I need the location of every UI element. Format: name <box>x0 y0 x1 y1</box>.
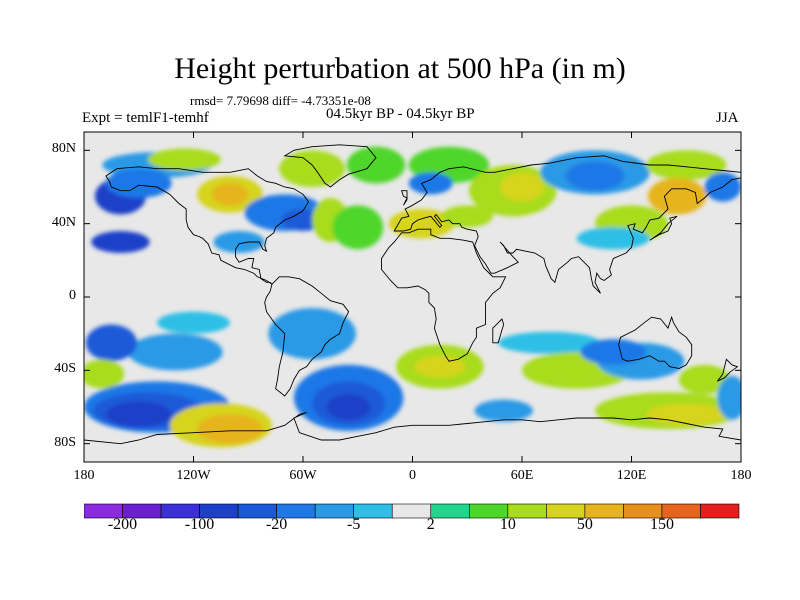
colorbar-label: 150 <box>649 516 674 533</box>
lat-tick-label: 80S <box>54 434 76 450</box>
contour-region <box>678 364 731 395</box>
coastline <box>393 155 741 294</box>
lon-tick-label: 180 <box>730 468 752 483</box>
lat-tick-label: 40N <box>51 214 76 230</box>
contour-region <box>91 231 150 253</box>
lon-tick-label: 60W <box>289 468 317 483</box>
lat-tick-label: 0 <box>69 288 76 303</box>
contour-region <box>647 177 707 215</box>
contour-region <box>85 324 137 362</box>
contour-region <box>157 311 230 334</box>
coastline <box>84 412 741 445</box>
coastline <box>105 166 310 285</box>
contour-region <box>449 267 595 290</box>
contour-region <box>576 227 650 250</box>
coastline <box>264 276 350 397</box>
colorbar-label: -200 <box>107 516 138 533</box>
contour-region <box>127 333 223 371</box>
contour-region <box>197 414 263 444</box>
contour-region <box>268 308 356 360</box>
contour-region <box>211 183 249 206</box>
colorbar-label: 50 <box>576 516 593 533</box>
season-label: JJA <box>716 110 739 126</box>
axis-ticks <box>83 132 742 462</box>
lat-tick-label: 40S <box>54 361 76 377</box>
contour-region <box>346 146 406 184</box>
contour-region <box>474 399 533 422</box>
coastline <box>400 190 408 206</box>
colorbar <box>84 503 740 519</box>
coastline <box>283 144 377 188</box>
lon-tick-label: 60E <box>510 468 534 483</box>
contour-region <box>441 205 493 228</box>
coastline <box>649 215 678 241</box>
contour-region <box>105 401 172 428</box>
map-title: Height perturbation at 500 hPa (in m) <box>174 52 626 85</box>
coastline-layer <box>84 144 741 445</box>
contour-region <box>147 148 221 171</box>
contour-region <box>105 168 172 198</box>
colorbar-label: 10 <box>499 516 516 533</box>
lon-tick-label: 0 <box>409 468 416 483</box>
contour-region <box>408 172 453 195</box>
contour-region <box>580 339 647 365</box>
lat-tick-label: 80N <box>51 141 76 157</box>
contour-region <box>717 375 741 420</box>
contour-region <box>414 355 466 378</box>
contour-region <box>500 172 544 202</box>
contour-region <box>213 231 265 253</box>
experiment-label: Expt = temlF1-temhf <box>82 110 209 126</box>
colorbar-label: 2 <box>426 516 435 533</box>
contour-region <box>498 331 601 354</box>
period-label: 04.5kyr BP - 04.5kyr BP <box>326 106 475 122</box>
contour-region <box>332 205 384 250</box>
colorbar-label: -20 <box>265 516 288 533</box>
rmsd-stats: rmsd= 7.79698 diff= -4.73351e-08 <box>190 93 371 108</box>
coastline <box>381 228 507 362</box>
coastline <box>492 318 505 344</box>
contour-region <box>84 359 125 389</box>
contour-region <box>565 161 625 191</box>
colorbar-swatch <box>700 503 740 519</box>
contour-region <box>646 150 727 180</box>
coastline <box>716 358 739 382</box>
contour-region <box>279 150 345 188</box>
colorbar-label: -100 <box>184 516 215 533</box>
lon-tick-label: 180 <box>73 468 95 483</box>
contour-region <box>646 403 727 426</box>
coastline <box>618 315 693 369</box>
colorbar-label: -5 <box>347 516 361 533</box>
contour-region <box>326 394 371 420</box>
lon-tick-label: 120E <box>616 468 647 483</box>
lon-tick-label: 120W <box>176 468 211 483</box>
